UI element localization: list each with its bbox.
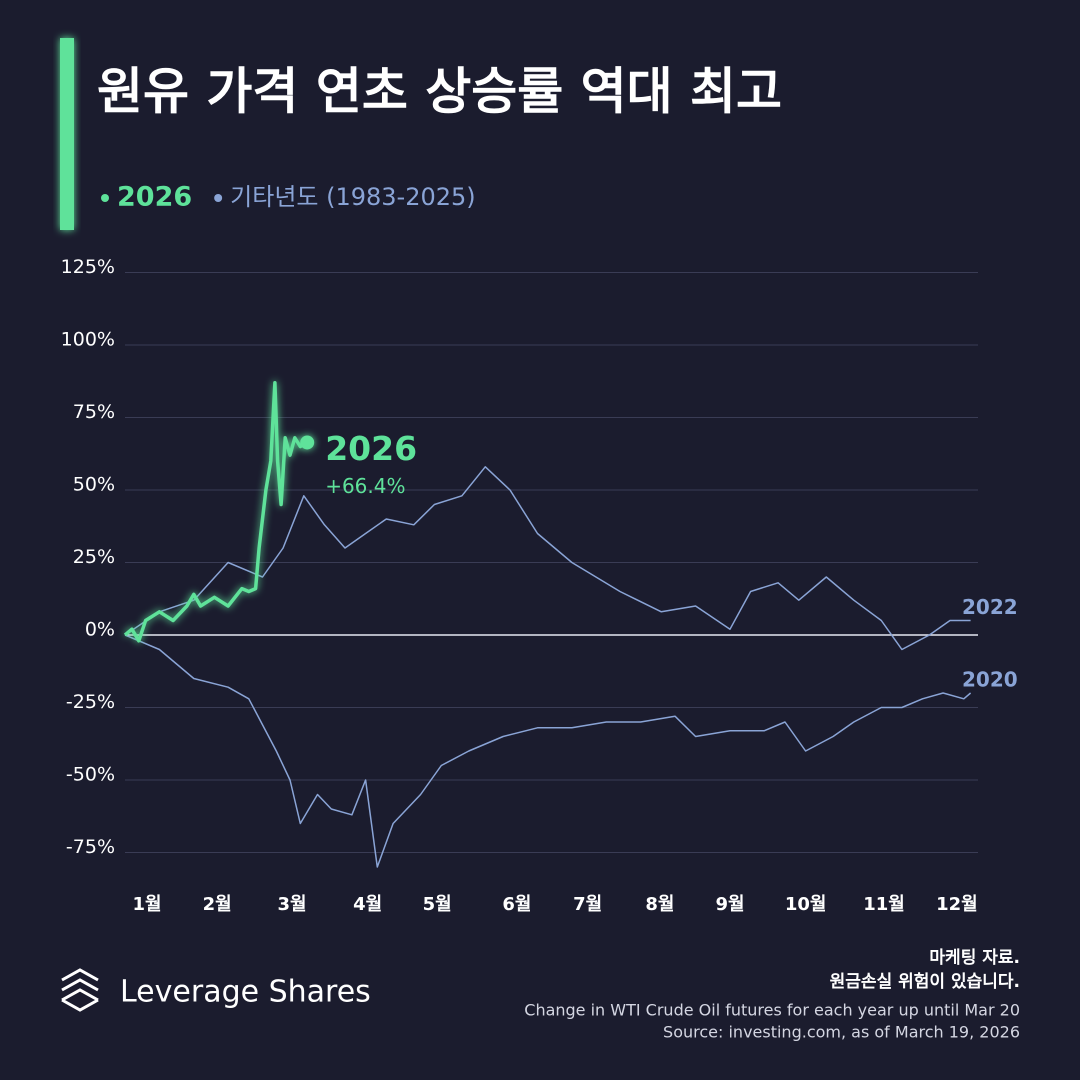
x-tick-label: 5월 xyxy=(423,894,452,915)
y-tick-label: -50% xyxy=(66,764,115,786)
legend: 2026 기타년도 (1983-2025) xyxy=(101,182,476,213)
legend-label: 기타년도 (1983-2025) xyxy=(230,183,476,211)
logo-mark xyxy=(61,968,99,1012)
disclaimer: 마케팅 자료. xyxy=(929,948,1020,968)
end-marker xyxy=(300,435,315,450)
note: Change in WTI Crude Oil futures for each… xyxy=(524,1001,1020,1020)
series-line xyxy=(123,380,309,643)
y-tick-label: 50% xyxy=(73,474,115,496)
x-tick-label: 1월 xyxy=(132,894,161,915)
x-tick-label: 7월 xyxy=(573,894,602,915)
x-tick-label: 10월 xyxy=(785,894,827,915)
x-tick-label: 3월 xyxy=(278,894,307,915)
series-line xyxy=(124,634,972,868)
y-tick-label: 100% xyxy=(61,329,115,351)
y-tick-label: 125% xyxy=(61,256,115,278)
x-tick-label: 11월 xyxy=(863,894,905,915)
note: Source: investing.com, as of March 19, 2… xyxy=(663,1023,1020,1042)
y-tick-label: 25% xyxy=(73,546,115,568)
x-tick-label: 8월 xyxy=(645,894,674,915)
chart-title: 원유 가격 연초 상승률 역대 최고 xyxy=(97,63,782,121)
x-tick-label: 12월 xyxy=(936,894,978,915)
legend-label: 2026 xyxy=(117,182,192,213)
y-tick-label: 75% xyxy=(73,401,115,423)
plot: -75% -50% -25% 0% 25% 50% 75% 100% 125% 1월 2월 3월 4월 5… xyxy=(61,256,1018,915)
accent-bar xyxy=(60,38,74,230)
y-tick-label: -75% xyxy=(66,836,115,858)
series-label: 2026 xyxy=(325,429,417,468)
disclaimer: 원금손실 위험이 있습니다. xyxy=(830,971,1020,992)
series-line xyxy=(124,466,971,651)
series-label: 2022 xyxy=(962,595,1018,619)
logo xyxy=(61,968,99,1012)
value-label: +66.4% xyxy=(325,474,405,498)
legend-marker xyxy=(101,194,109,202)
y-tick-label: -25% xyxy=(66,691,115,713)
y-tick-label: 0% xyxy=(85,619,115,641)
x-tick-label: 2월 xyxy=(203,894,232,915)
legend-marker xyxy=(214,194,223,202)
brand: Leverage Shares xyxy=(120,975,371,1010)
series-label: 2020 xyxy=(962,668,1018,692)
x-tick-label: 9월 xyxy=(715,894,744,915)
x-tick-label: 4월 xyxy=(353,894,382,915)
x-tick-label: 6월 xyxy=(502,894,531,915)
